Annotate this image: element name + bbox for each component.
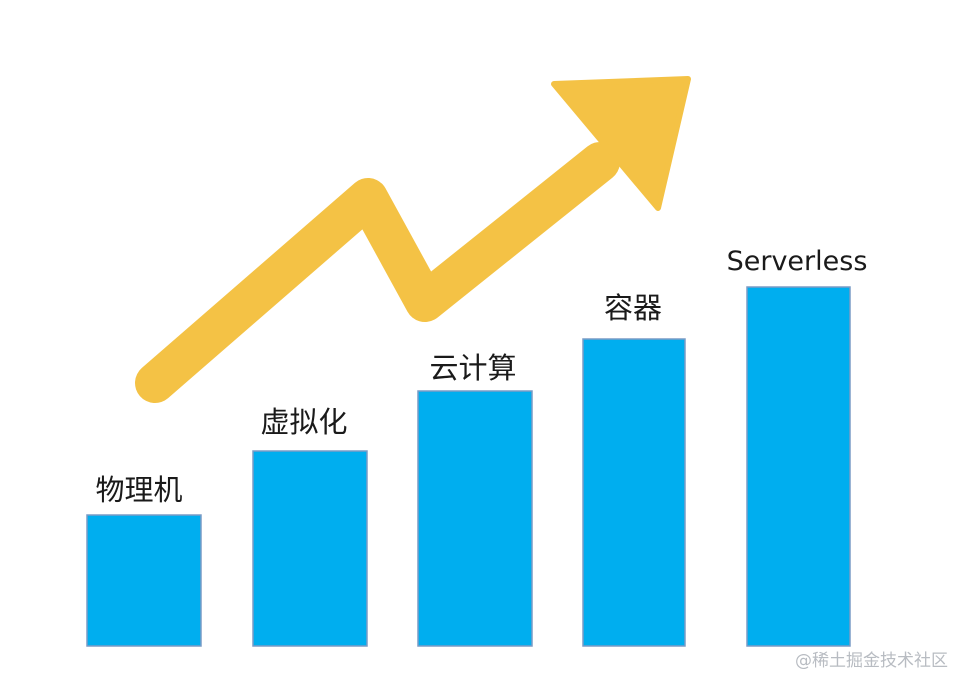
bar-serverless — [746, 286, 851, 647]
label-physical-machine: 物理机 — [95, 473, 182, 507]
growth-arrow — [135, 76, 691, 403]
arrow-shaft — [135, 142, 620, 403]
bar-physical-machine — [86, 514, 202, 647]
watermark-text: @稀土掘金技术社区 — [795, 651, 948, 671]
label-cloud-computing: 云计算 — [429, 351, 516, 385]
bar-virtualization — [252, 450, 368, 647]
label-serverless: Serverless — [727, 246, 868, 277]
arrow-head — [551, 76, 691, 211]
bar-cloud-computing — [417, 390, 533, 647]
label-virtualization: 虚拟化 — [260, 405, 347, 439]
bar-container — [582, 338, 686, 647]
label-container: 容器 — [604, 291, 662, 325]
